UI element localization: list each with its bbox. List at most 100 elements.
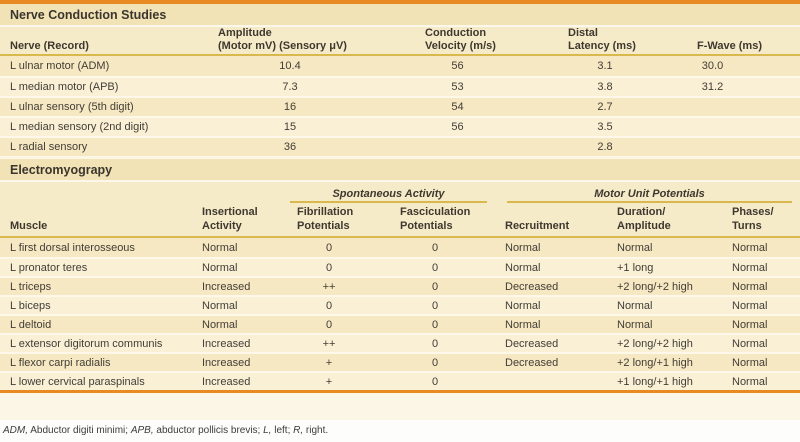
cell-fasciculation: 0 — [431, 261, 439, 274]
table-row: L lower cervical paraspinals Increased +… — [0, 371, 800, 390]
cell-insertional-activity: Increased — [202, 337, 251, 350]
table-row: L ulnar sensory (5th digit) 16 54 2.7 — [0, 96, 800, 116]
cell-duration-amplitude: Normal — [617, 318, 653, 331]
column-header-recruitment: Recruitment — [505, 219, 570, 232]
footnote-abbrev: APB, — [130, 425, 154, 436]
cell-recruitment: Normal — [505, 299, 541, 312]
cell-duration-amplitude: Normal — [617, 299, 653, 312]
table-sheet: Nerve Conduction Studies Nerve (Record) … — [0, 0, 800, 420]
cell-conduction-velocity: 53 — [451, 81, 464, 93]
table-row: L deltoid Normal 0 0 Normal Normal Norma… — [0, 314, 800, 333]
cell-recruitment: Normal — [505, 261, 541, 274]
cell-fasciculation: 0 — [431, 356, 439, 369]
footnote-abbrev: R, — [293, 425, 304, 436]
table-row: L extensor digitorum communis Increased … — [0, 333, 800, 352]
cell-fasciculation: 0 — [431, 337, 439, 350]
table-row: L ulnar motor (ADM) 10.4 56 3.1 30.0 — [0, 56, 800, 76]
group-header-spontaneous-activity: Spontaneous Activity — [290, 182, 495, 203]
cell-duration-amplitude: +2 long/+2 high — [617, 280, 693, 293]
cell-f-wave: 30.0 — [701, 60, 724, 72]
table-row: L radial sensory 36 2.8 — [0, 136, 800, 156]
cell-fasciculation: 0 — [431, 375, 439, 388]
cell-conduction-velocity: 56 — [451, 121, 464, 133]
cell-nerve: L radial sensory — [10, 141, 88, 153]
group-spacer — [0, 182, 290, 203]
cell-duration-amplitude: +2 long/+1 high — [617, 356, 693, 369]
cell-fasciculation: 0 — [431, 318, 439, 331]
cell-phases-turns: Normal — [732, 375, 768, 388]
cell-recruitment: Decreased — [505, 337, 559, 350]
column-header-f-wave: F-Wave (ms) — [697, 40, 762, 53]
column-header-duration-amplitude: Duration/ Amplitude — [617, 206, 671, 232]
table-row: L median sensory (2nd digit) 15 56 3.5 — [0, 116, 800, 136]
cell-duration-amplitude: +2 long/+2 high — [617, 337, 693, 350]
cell-nerve: L median motor (APB) — [10, 81, 119, 93]
cell-distal-latency: 3.5 — [597, 121, 613, 133]
cell-phases-turns: Normal — [732, 356, 768, 369]
cell-fibrillation: ++ — [322, 337, 336, 350]
footnote-abbrev: L, — [263, 425, 272, 436]
cell-phases-turns: Normal — [732, 337, 768, 350]
footnote-text: left; — [271, 425, 294, 436]
cell-muscle: L pronator teres — [10, 261, 88, 274]
emg-column-headers: Muscle Insertional Activity Fibrillation… — [0, 203, 800, 238]
ncs-column-headers: Nerve (Record) Amplitude (Motor mV) (Sen… — [0, 27, 800, 56]
cell-duration-amplitude: +1 long/+1 high — [617, 375, 693, 388]
cell-phases-turns: Normal — [732, 261, 768, 274]
cell-insertional-activity: Increased — [202, 356, 251, 369]
cell-muscle: L triceps — [10, 280, 52, 293]
cell-nerve: L median sensory (2nd digit) — [10, 121, 149, 133]
column-header-nerve-record: Nerve (Record) — [10, 40, 89, 53]
table-row: L median motor (APB) 7.3 53 3.8 31.2 — [0, 76, 800, 96]
cell-fibrillation: 0 — [325, 261, 333, 274]
cell-muscle: L first dorsal interosseous — [10, 241, 135, 254]
column-header-insertional-activity: Insertional Activity — [202, 206, 258, 232]
top-accent-bar — [0, 0, 800, 4]
table-row: L flexor carpi radialis Increased + 0 De… — [0, 352, 800, 371]
cell-muscle: L flexor carpi radialis — [10, 356, 111, 369]
cell-distal-latency: 3.1 — [597, 60, 613, 72]
emg-group-headers: Spontaneous Activity Motor Unit Potentia… — [0, 182, 800, 203]
cell-muscle: L deltoid — [10, 318, 52, 331]
cell-fibrillation: ++ — [322, 280, 336, 293]
table-row: L biceps Normal 0 0 Normal Normal Normal — [0, 295, 800, 314]
footnote-text: right. — [303, 425, 329, 436]
table-row: L triceps Increased ++ 0 Decreased +2 lo… — [0, 276, 800, 295]
cell-fasciculation: 0 — [431, 299, 439, 312]
bottom-accent-bar — [0, 390, 800, 393]
cell-fasciculation: 0 — [431, 280, 439, 293]
cell-recruitment: Normal — [505, 241, 541, 254]
cell-nerve: L ulnar motor (ADM) — [10, 60, 110, 72]
cell-insertional-activity: Normal — [202, 299, 238, 312]
footnote: ADM, Abductor digiti minimi; APB, abduct… — [0, 420, 800, 442]
cell-fibrillation: 0 — [325, 241, 333, 254]
emg-table-body: L first dorsal interosseous Normal 0 0 N… — [0, 238, 800, 390]
cell-amplitude: 7.3 — [282, 81, 298, 93]
footnote-text: abductor pollicis brevis; — [153, 425, 264, 436]
cell-amplitude: 15 — [283, 121, 297, 133]
cell-distal-latency: 2.8 — [597, 141, 613, 153]
cell-phases-turns: Normal — [732, 241, 768, 254]
cell-fibrillation: 0 — [325, 318, 333, 331]
footnote-abbrev: ADM, — [3, 425, 28, 436]
cell-conduction-velocity: 56 — [451, 60, 464, 72]
cell-distal-latency: 2.7 — [597, 101, 613, 113]
footnote-text: Abductor digiti minimi; — [28, 425, 131, 436]
cell-fasciculation: 0 — [431, 241, 439, 254]
cell-f-wave: 31.2 — [701, 81, 724, 93]
cell-fibrillation: 0 — [325, 299, 333, 312]
column-header-fibrillation-potentials: Fibrillation Potentials — [297, 206, 354, 232]
cell-fibrillation: + — [325, 375, 333, 388]
cell-insertional-activity: Normal — [202, 241, 238, 254]
cell-fibrillation: + — [325, 356, 333, 369]
cell-insertional-activity: Normal — [202, 318, 238, 331]
column-header-phases-turns: Phases/ Turns — [732, 206, 774, 232]
cell-distal-latency: 3.8 — [597, 81, 613, 93]
cell-recruitment: Decreased — [505, 280, 559, 293]
cell-insertional-activity: Increased — [202, 375, 251, 388]
cell-amplitude: 10.4 — [279, 60, 301, 72]
cell-recruitment: Decreased — [505, 356, 559, 369]
column-header-distal-latency: Distal Latency (ms) — [568, 27, 636, 53]
cell-recruitment: Normal — [505, 318, 541, 331]
column-header-muscle: Muscle — [10, 219, 48, 232]
